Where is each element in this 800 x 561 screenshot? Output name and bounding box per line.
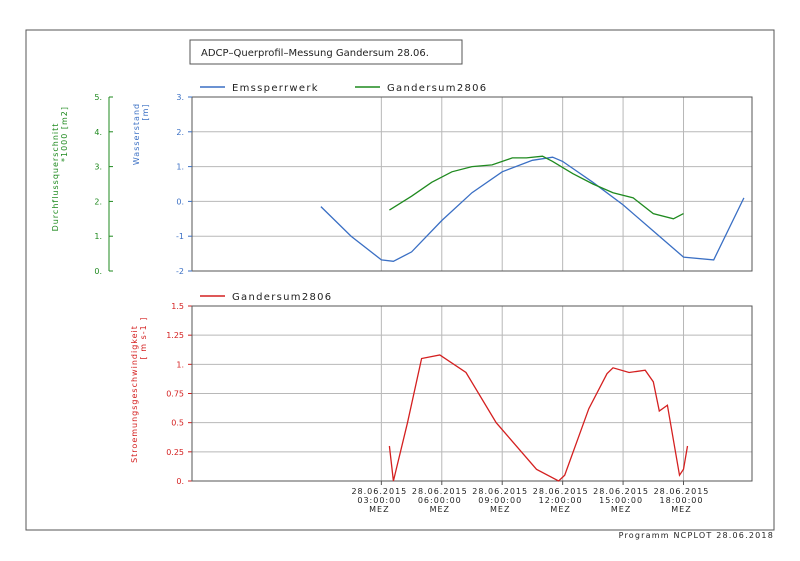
velocity-tick-label: 0.: [176, 477, 184, 486]
x-tick-date: 28.06.2015: [654, 487, 710, 496]
x-tick-tz: MEZ: [369, 505, 389, 514]
velocity-tick-label: 0.75: [166, 390, 184, 399]
x-tick-date: 28.06.2015: [472, 487, 528, 496]
x-tick-tz: MEZ: [490, 505, 510, 514]
x-tick-time: 09:00:00: [478, 496, 522, 505]
durchfluss-axis-unit: *1000 [m2]: [60, 106, 69, 162]
wasserstand-axis-label: Wasserstand: [132, 103, 141, 165]
program-footer: Programm NCPLOT 28.06.2018: [618, 531, 774, 540]
durchfluss-tick-label: 3.: [94, 163, 102, 172]
x-tick-date: 28.06.2015: [351, 487, 407, 496]
plot-frame: [191, 96, 753, 272]
wasserstand-tick-label: 2.: [176, 128, 184, 137]
x-tick-tz: MEZ: [611, 505, 631, 514]
series-line-gandersum2806: [388, 354, 689, 482]
wasserstand-tick-label: 0.: [176, 197, 184, 206]
legend-label: Emssperrwerk: [232, 83, 319, 94]
x-tick-date: 28.06.2015: [533, 487, 589, 496]
series-line-gandersum2806: [389, 155, 684, 220]
legend-label: Gandersum2806: [387, 83, 487, 94]
velocity-tick-label: 1.: [176, 360, 184, 369]
velocity-axis-label: Stroemungsgeschwindigkeit: [130, 325, 139, 463]
durchfluss-tick-label: 2.: [94, 197, 102, 206]
wasserstand-tick-label: 3.: [176, 93, 184, 102]
durchfluss-tick-label: 5.: [94, 93, 102, 102]
plot-frame: [191, 305, 753, 482]
water-level-chart: -2 -1 0. 1. 2. 3. Wasserstand [m] 0. 1. 2. 3. 4. 5. Du…: [51, 83, 753, 276]
durchfluss-tick-label: 1.: [94, 232, 102, 241]
x-tick-date: 28.06.2015: [593, 487, 649, 496]
durchfluss-tick-label: 4.: [94, 128, 102, 137]
chart-title: ADCP–Querprofil–Messung Gandersum 28.06.: [201, 48, 429, 59]
wasserstand-tick-label: -2: [176, 267, 184, 276]
x-tick-time: 12:00:00: [539, 496, 583, 505]
title-box: [189, 39, 463, 65]
series-line-emssperrwerk: [320, 156, 745, 262]
x-tick-time: 18:00:00: [660, 496, 704, 505]
x-tick-tz: MEZ: [550, 505, 570, 514]
x-tick-date: 28.06.2015: [412, 487, 468, 496]
x-tick-tz: MEZ: [430, 505, 450, 514]
velocity-tick-label: 1.25: [166, 331, 184, 340]
wasserstand-axis-unit: [m]: [141, 103, 150, 120]
wasserstand-tick-label: 1.: [176, 163, 184, 172]
x-tick-time: 03:00:00: [357, 496, 401, 505]
x-tick-time: 15:00:00: [599, 496, 643, 505]
x-tick-time: 06:00:00: [418, 496, 462, 505]
velocity-tick-label: 0.25: [166, 448, 184, 457]
velocity-axis-unit: [ m s-1 ]: [139, 317, 148, 360]
durchfluss-tick-label: 0.: [94, 267, 102, 276]
flow-velocity-chart: 0. 0.25 0.5 0.75 1. 1.25 1.5 Stroemungsgeschwin…: [130, 292, 753, 514]
velocity-tick-label: 0.5: [171, 419, 184, 428]
velocity-tick-label: 1.5: [171, 302, 184, 311]
page-frame: [25, 29, 775, 531]
durchfluss-axis-label: Durchflussquerschnitt: [51, 123, 60, 232]
wasserstand-tick-label: -1: [176, 232, 184, 241]
legend-label: Gandersum2806: [232, 292, 332, 303]
x-tick-tz: MEZ: [671, 505, 691, 514]
